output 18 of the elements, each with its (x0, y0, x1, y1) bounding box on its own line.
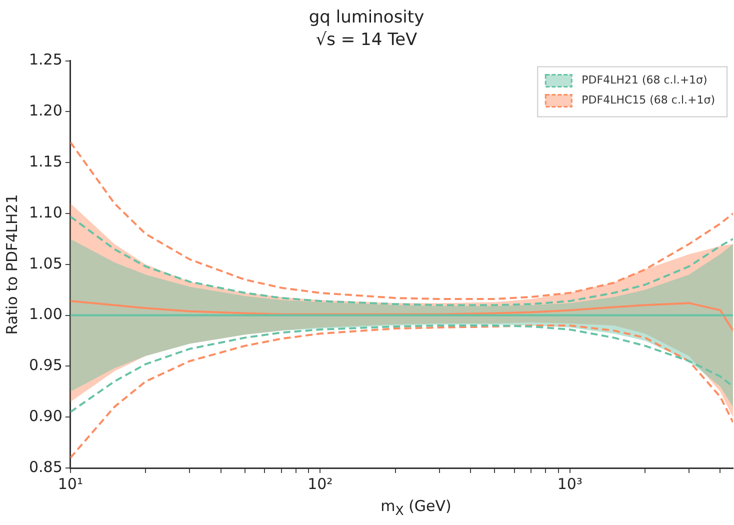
x-tick-label: 10² (308, 474, 333, 493)
legend-label: PDF4LHC15 (68 c.l.+1σ) (582, 94, 716, 107)
chart-subtitle: √s = 14 TeV (316, 30, 418, 50)
y-tick-label: 1.20 (28, 102, 62, 120)
y-tick-label: 1.25 (28, 50, 62, 69)
y-tick-label: 0.85 (28, 458, 62, 476)
chart-title: gq luminosity (308, 8, 424, 28)
x-tick-label: 10³ (557, 474, 582, 493)
x-axis-title: m$_{X}$ (GeV) (380, 497, 452, 518)
x-tick-label: 10¹ (58, 474, 83, 493)
y-axis-title: Ratio to PDF4LH21 (2, 194, 21, 335)
y-tick-label: 1.05 (28, 254, 62, 272)
legend-label: PDF4LH21 (68 c.l.+1σ) (582, 74, 708, 87)
y-tick-label: 0.90 (28, 406, 62, 425)
y-tick-label: 1.00 (28, 305, 62, 324)
y-tick-label: 1.15 (28, 152, 62, 170)
y-tick-label: 0.95 (28, 356, 62, 374)
y-tick-label: 1.10 (28, 203, 62, 222)
